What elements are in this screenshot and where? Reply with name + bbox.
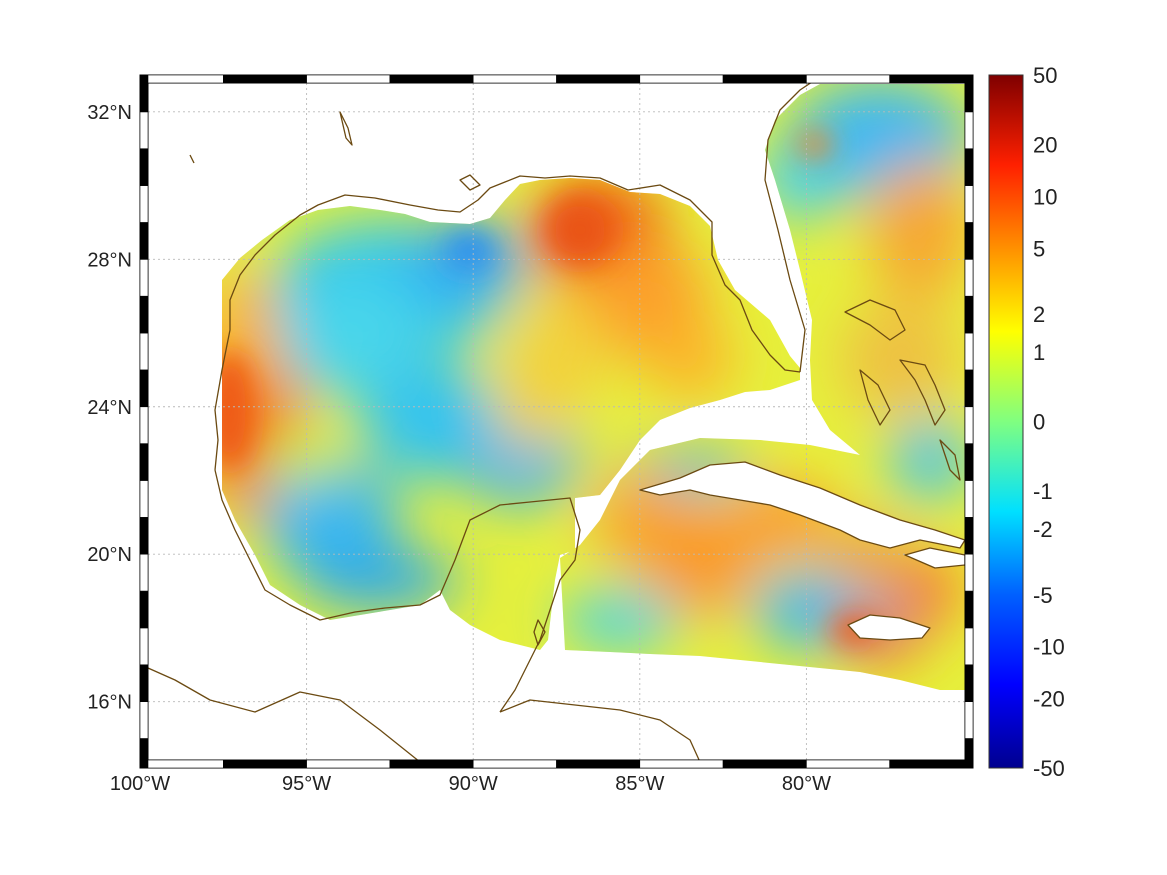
colorbar-tick-label: -1 <box>1033 479 1053 504</box>
colorbar-tick-label: 20 <box>1033 132 1057 157</box>
frame-segment-top <box>556 74 641 84</box>
colorbar-tick-label: -10 <box>1033 635 1065 660</box>
frame-segment-right <box>964 295 974 334</box>
frame-segment-right <box>964 222 974 260</box>
longitude-label: 80°W <box>782 773 831 795</box>
colorbar-tick-label: 5 <box>1033 236 1045 261</box>
frame-segment-right <box>964 369 974 408</box>
frame-segment-left <box>139 517 149 555</box>
frame-segment-left <box>139 664 149 702</box>
frame-segment-bottom <box>472 759 557 769</box>
latitude-label: 20°N <box>87 544 132 566</box>
map-grid <box>148 83 965 760</box>
colorbar-tick-label: 50 <box>1033 63 1057 88</box>
frame-segment-top <box>722 74 807 84</box>
longitude-label: 100°W <box>110 773 170 795</box>
colorbar-tick-label: 0 <box>1033 410 1045 435</box>
frame-segment-right <box>964 627 974 666</box>
longitude-label: 95°W <box>282 773 331 795</box>
frame-segment-right <box>964 332 974 371</box>
longitude-label: 90°W <box>449 773 498 795</box>
frame-segment-right <box>964 701 974 739</box>
frame-segment-bottom <box>556 759 641 769</box>
frame-segment-left <box>139 553 149 592</box>
frame-segment-left <box>139 74 149 113</box>
frame-segment-bottom <box>139 759 224 769</box>
frame-segment-top <box>223 74 307 84</box>
frame-segment-right <box>964 590 974 629</box>
frame-segment-right <box>964 738 974 769</box>
colorbar-tick-label: -5 <box>1033 583 1053 608</box>
colorbar-tick-label: -20 <box>1033 687 1065 712</box>
frame-segment-left <box>139 148 149 186</box>
frame-segment-bottom <box>806 759 891 769</box>
colorbar-tick-label: 1 <box>1033 340 1045 365</box>
colorbar-tick-label: -2 <box>1033 517 1053 542</box>
frame-segment-right <box>964 185 974 223</box>
frame-segment-left <box>139 627 149 666</box>
frame-segment-left <box>139 590 149 629</box>
frame-segment-left <box>139 701 149 739</box>
frame-segment-bottom <box>639 759 724 769</box>
frame-segment-top <box>639 74 724 84</box>
frame-segment-right <box>964 480 974 518</box>
coastlines <box>148 82 965 762</box>
frame-segment-left <box>139 406 149 444</box>
frame-segment-right <box>964 148 974 186</box>
frame-segment-left <box>139 185 149 223</box>
frame-segment-left <box>139 222 149 260</box>
frame-segment-left <box>139 738 149 769</box>
frame-segment-right <box>964 664 974 702</box>
frame-segment-top <box>306 74 391 84</box>
frame-segment-left <box>139 369 149 408</box>
frame-segment-left <box>139 480 149 518</box>
frame-segment-right <box>964 406 974 444</box>
frame-segment-bottom <box>889 759 974 769</box>
frame-segment-left <box>139 332 149 371</box>
frame-segment-left <box>139 259 149 297</box>
frame-segment-top <box>472 74 557 84</box>
frame-segment-left <box>139 443 149 481</box>
colorbar-tick-label: 10 <box>1033 184 1057 209</box>
latitude-label: 32°N <box>87 102 132 124</box>
frame-segment-right <box>964 259 974 297</box>
latitude-label: 16°N <box>87 692 132 714</box>
frame-segment-left <box>139 111 149 150</box>
longitude-labels: 100°W 95°W 90°W 85°W 80°W <box>110 773 831 795</box>
latitude-label: 24°N <box>87 397 132 419</box>
frame-segment-bottom <box>306 759 391 769</box>
frame-segment-bottom <box>389 759 474 769</box>
longitude-label: 85°W <box>615 773 664 795</box>
map-frame <box>139 74 974 769</box>
frame-segment-bottom <box>223 759 307 769</box>
frame-segment-top <box>139 74 224 84</box>
latitude-label: 28°N <box>87 249 132 271</box>
frame-segment-right <box>964 517 974 555</box>
colorbar-tick-label: -50 <box>1033 756 1065 781</box>
colorbar-ramp <box>988 74 1024 769</box>
frame-segment-top <box>389 74 474 84</box>
frame-segment-left <box>139 295 149 334</box>
frame-segment-right <box>964 111 974 150</box>
frame-segment-bottom <box>722 759 807 769</box>
frame-segment-right <box>964 74 974 113</box>
frame-segment-right <box>964 443 974 481</box>
colorbar-tick-label: 2 <box>1033 302 1045 327</box>
frame-segment-top <box>806 74 891 84</box>
latitude-labels: 32°N 28°N 24°N 20°N 16°N <box>87 102 132 714</box>
frame-segment-right <box>964 553 974 592</box>
frame-segment-top <box>889 74 974 84</box>
